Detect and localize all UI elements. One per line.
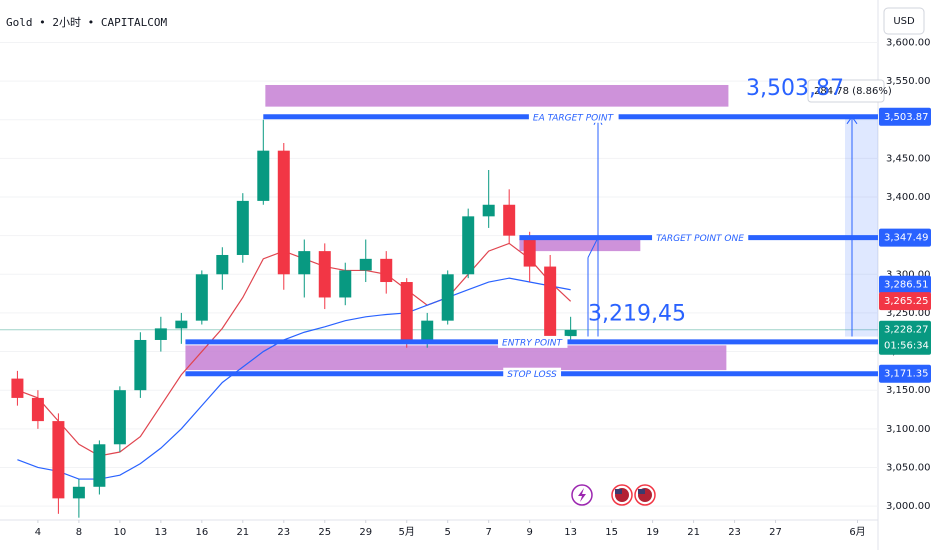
y-tick-label: 3,600.00 <box>886 37 931 48</box>
x-tick-label: 23 <box>277 527 290 538</box>
candle-body <box>31 397 44 422</box>
x-tick-label: 16 <box>195 527 208 538</box>
zone <box>519 239 641 252</box>
x-tick-label: 8 <box>76 527 82 538</box>
candle-body <box>544 266 557 337</box>
candle-body <box>482 204 495 217</box>
price-tag <box>879 364 931 383</box>
candle-body <box>113 390 126 445</box>
level-label-box <box>498 335 568 348</box>
candle-body <box>564 329 577 337</box>
candle-body <box>503 204 516 236</box>
measure-box <box>845 116 878 337</box>
x-tick-label: 29 <box>359 527 372 538</box>
zone <box>185 345 727 371</box>
candle-body <box>257 150 270 201</box>
symbol-title: Gold • 2小时 • CAPITALCOM <box>6 16 167 29</box>
candle-body <box>277 150 290 275</box>
level-label-box <box>503 367 562 380</box>
price-tag <box>879 292 931 311</box>
annotation: 3,503,87 <box>746 76 844 101</box>
level-label-box <box>652 231 749 244</box>
level-label: STOP LOSS <box>507 370 557 380</box>
price-tag-label: 3,286.51 <box>884 280 929 291</box>
x-tick-label: 25 <box>318 527 331 538</box>
level-label: ENTRY POINT <box>502 338 563 348</box>
price-tag-label: 3,503.87 <box>884 112 929 123</box>
x-tick-label: 13 <box>564 527 577 538</box>
countdown: 01:56:34 <box>884 341 929 352</box>
x-tick-label: 4 <box>35 527 41 538</box>
currency[interactable]: USD <box>893 16 915 27</box>
candle-body <box>359 258 372 271</box>
candle-body <box>523 235 536 267</box>
x-tick-label: 15 <box>605 527 618 538</box>
x-tick-label: 27 <box>769 527 782 538</box>
candle-body <box>72 486 85 499</box>
price-tag-label: 3,265.25 <box>884 296 929 307</box>
currency-button[interactable] <box>883 7 925 35</box>
lightning <box>578 488 586 502</box>
y-tick-label: 3,450.00 <box>886 153 931 164</box>
y-tick-label: 3,300.00 <box>886 269 931 280</box>
candle-body <box>195 274 208 321</box>
y-tick-label: 3,050.00 <box>886 462 931 473</box>
zone <box>265 84 729 107</box>
level-label: TARGET POINT ONE <box>656 234 744 244</box>
candle-body <box>339 270 352 298</box>
candle-body <box>462 216 475 275</box>
y-tick-label: 3,150.00 <box>886 385 931 396</box>
candle-body <box>52 421 65 499</box>
candle-body <box>11 378 24 398</box>
flag-canton <box>638 489 645 494</box>
x-tick-label: 19 <box>646 527 659 538</box>
level-label: EA TARGET POINT <box>533 113 615 123</box>
y-tick-label: 3,250.00 <box>886 308 931 319</box>
x-tick-label: 13 <box>154 527 167 538</box>
annotation: 3,219,45 <box>588 302 686 327</box>
candle-body <box>400 282 413 340</box>
measure-label: 284.78 (8.86%) <box>814 86 892 97</box>
y-tick-label: 3,400.00 <box>886 192 931 203</box>
y-tick-label: 3,000.00 <box>886 501 931 512</box>
price-tag-label: 3,171.35 <box>884 369 929 380</box>
flag-canton <box>615 489 622 494</box>
candle-body <box>175 320 188 329</box>
candle-body <box>216 254 229 275</box>
candle-body <box>298 251 311 275</box>
measure-label-box <box>807 79 885 103</box>
candle-body <box>93 444 106 487</box>
candle-body <box>441 274 454 321</box>
x-tick-label: 5月 <box>399 526 415 538</box>
x-tick-label: 23 <box>728 527 741 538</box>
y-tick-label: 3,550.00 <box>886 76 931 87</box>
x-tick-label: 21 <box>236 527 249 538</box>
price-tag <box>879 320 931 355</box>
x-tick-label: 21 <box>687 527 700 538</box>
candle-body <box>154 328 167 340</box>
x-tick-label: 6月 <box>849 526 865 538</box>
moving-average <box>17 277 571 480</box>
x-tick-label: 5 <box>445 527 451 538</box>
x-tick-label: 10 <box>113 527 126 538</box>
price-tag-label: 3,228.27 <box>884 325 929 336</box>
candle-body <box>134 339 147 391</box>
event-icons <box>571 484 656 506</box>
x-tick-label: 9 <box>526 527 532 538</box>
price-tag <box>879 228 931 247</box>
candle-body <box>421 320 434 340</box>
price-tag <box>879 107 931 126</box>
y-tick-label: 3,100.00 <box>886 424 931 435</box>
level-label-box <box>528 110 619 123</box>
candle-body <box>380 258 393 283</box>
price-tag-label: 3,347.49 <box>884 233 929 244</box>
price-tag <box>879 275 931 294</box>
candle-body <box>318 251 331 298</box>
moving-average <box>17 242 572 457</box>
x-tick-label: 7 <box>486 527 492 538</box>
candle-body <box>236 200 249 255</box>
